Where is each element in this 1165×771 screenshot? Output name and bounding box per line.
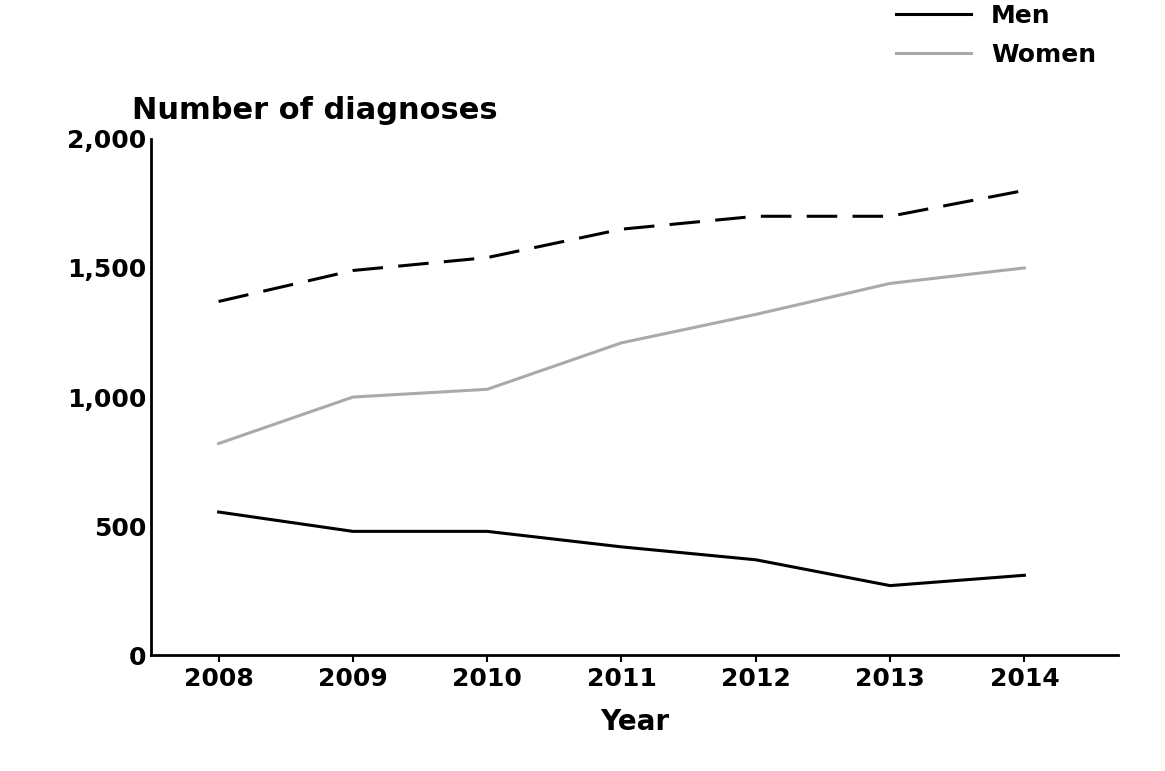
Total (480, 253, 494, 262)
Women (614, 338, 628, 348)
Total (749, 211, 763, 221)
Women (749, 310, 763, 319)
Women (346, 392, 360, 402)
Legend: Total, Men, Women: Total, Men, Women (885, 0, 1106, 77)
Women (1017, 264, 1031, 273)
Men (1017, 571, 1031, 580)
Men (480, 527, 494, 536)
Total (1017, 186, 1031, 195)
Total (212, 297, 226, 306)
Line: Men: Men (219, 512, 1024, 586)
Men (883, 581, 897, 591)
Women (480, 385, 494, 394)
Men (614, 542, 628, 551)
Men (346, 527, 360, 536)
Total (614, 224, 628, 234)
Women (212, 439, 226, 448)
Women (883, 279, 897, 288)
Total (883, 211, 897, 221)
Text: Number of diagnoses: Number of diagnoses (132, 96, 497, 126)
Total (346, 266, 360, 275)
Men (212, 507, 226, 517)
X-axis label: Year: Year (600, 708, 670, 736)
Line: Total: Total (219, 190, 1024, 301)
Men (749, 555, 763, 564)
Line: Women: Women (219, 268, 1024, 443)
